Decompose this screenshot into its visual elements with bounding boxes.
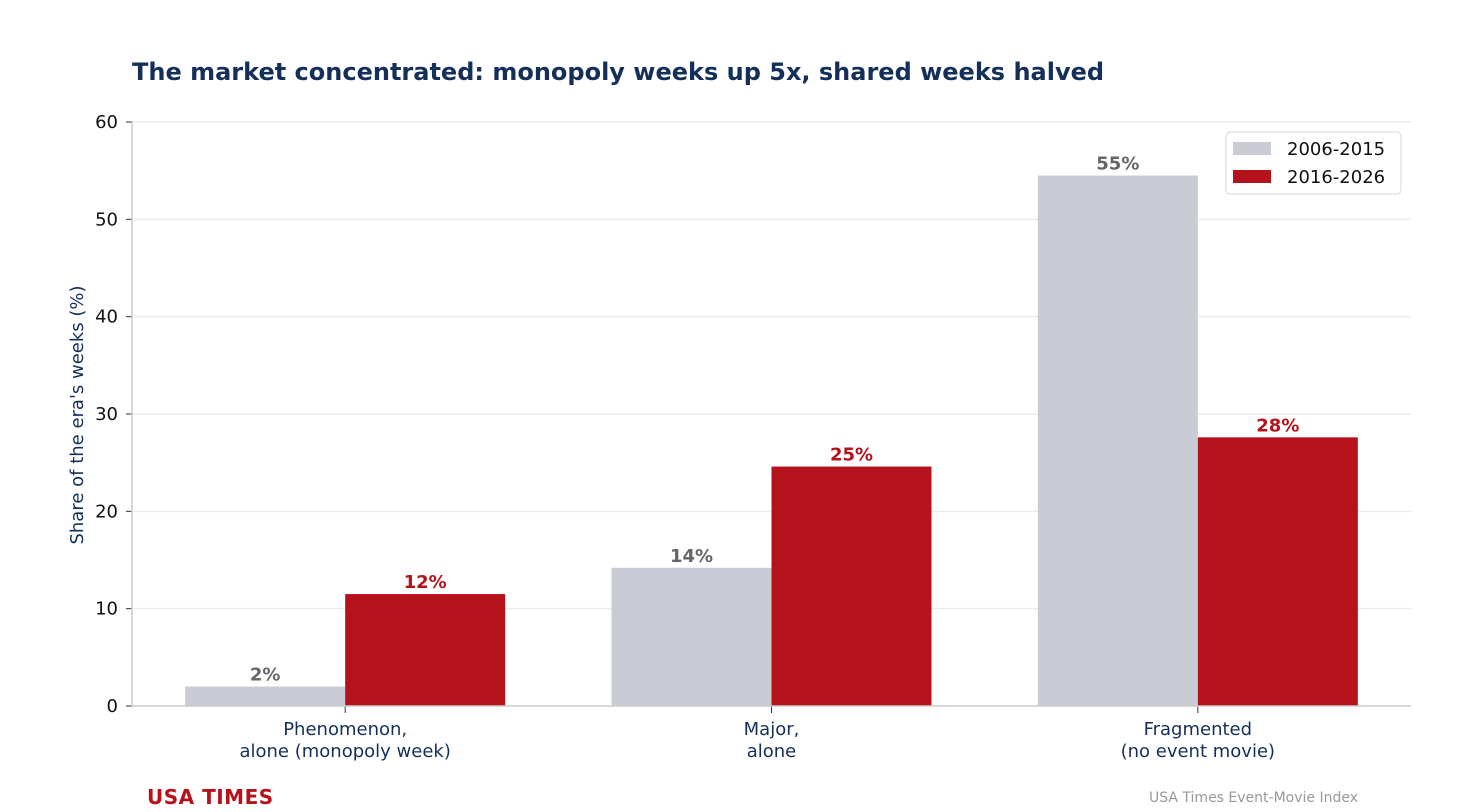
- y-tick-label: 50: [95, 209, 118, 230]
- legend-swatch: [1233, 142, 1271, 155]
- bar-series-b: [771, 466, 932, 706]
- x-tick-label: alone: [747, 741, 797, 762]
- x-tick-label: alone (monopoly week): [239, 741, 450, 762]
- y-tick-label: 0: [107, 696, 118, 717]
- bar-series-a: [611, 567, 772, 706]
- bar-data-label: 12%: [404, 572, 447, 593]
- y-axis-label: Share of the era's weeks (%): [67, 285, 88, 544]
- bar-series-b: [345, 594, 506, 706]
- bar-data-label: 55%: [1096, 154, 1139, 175]
- x-tick-label: Fragmented: [1144, 719, 1252, 740]
- x-tick-label: Phenomenon,: [283, 719, 407, 740]
- brand-logo-text: USA TIMES: [147, 785, 274, 809]
- axes: 0 10 20 30 40 50 60 Phenomenon,alone (monopoly …: [95, 112, 1411, 762]
- bar-data-label: 25%: [830, 445, 873, 466]
- legend-entry-label: 2006-2015: [1287, 139, 1385, 160]
- bar-data-label: 2%: [250, 665, 281, 686]
- legend: 2006-2015 2016-2026: [1225, 131, 1402, 195]
- x-tick-label: (no event movie): [1121, 741, 1275, 762]
- bars: [185, 175, 1358, 707]
- data-labels: 2% 12% 14% 25% 55% 28%: [250, 154, 1299, 686]
- y-tick-label: 20: [95, 501, 118, 522]
- bar-series-a: [1037, 175, 1198, 707]
- bar-series-b: [1197, 437, 1358, 706]
- y-tick-label: 10: [95, 599, 118, 620]
- bar-series-a: [185, 686, 346, 706]
- source-note: USA Times Event-Movie Index: [1149, 790, 1359, 806]
- bar-data-label: 28%: [1256, 415, 1299, 436]
- y-tick-label: 30: [95, 404, 118, 425]
- y-tick-label: 40: [95, 307, 118, 328]
- legend-entry-label: 2016-2026: [1287, 167, 1385, 188]
- bar-data-label: 14%: [670, 546, 713, 567]
- x-tick-label: Major,: [744, 719, 800, 740]
- chart-title: The market concentrated: monopoly weeks …: [132, 58, 1105, 86]
- legend-swatch: [1233, 170, 1271, 183]
- y-tick-label: 60: [95, 112, 118, 133]
